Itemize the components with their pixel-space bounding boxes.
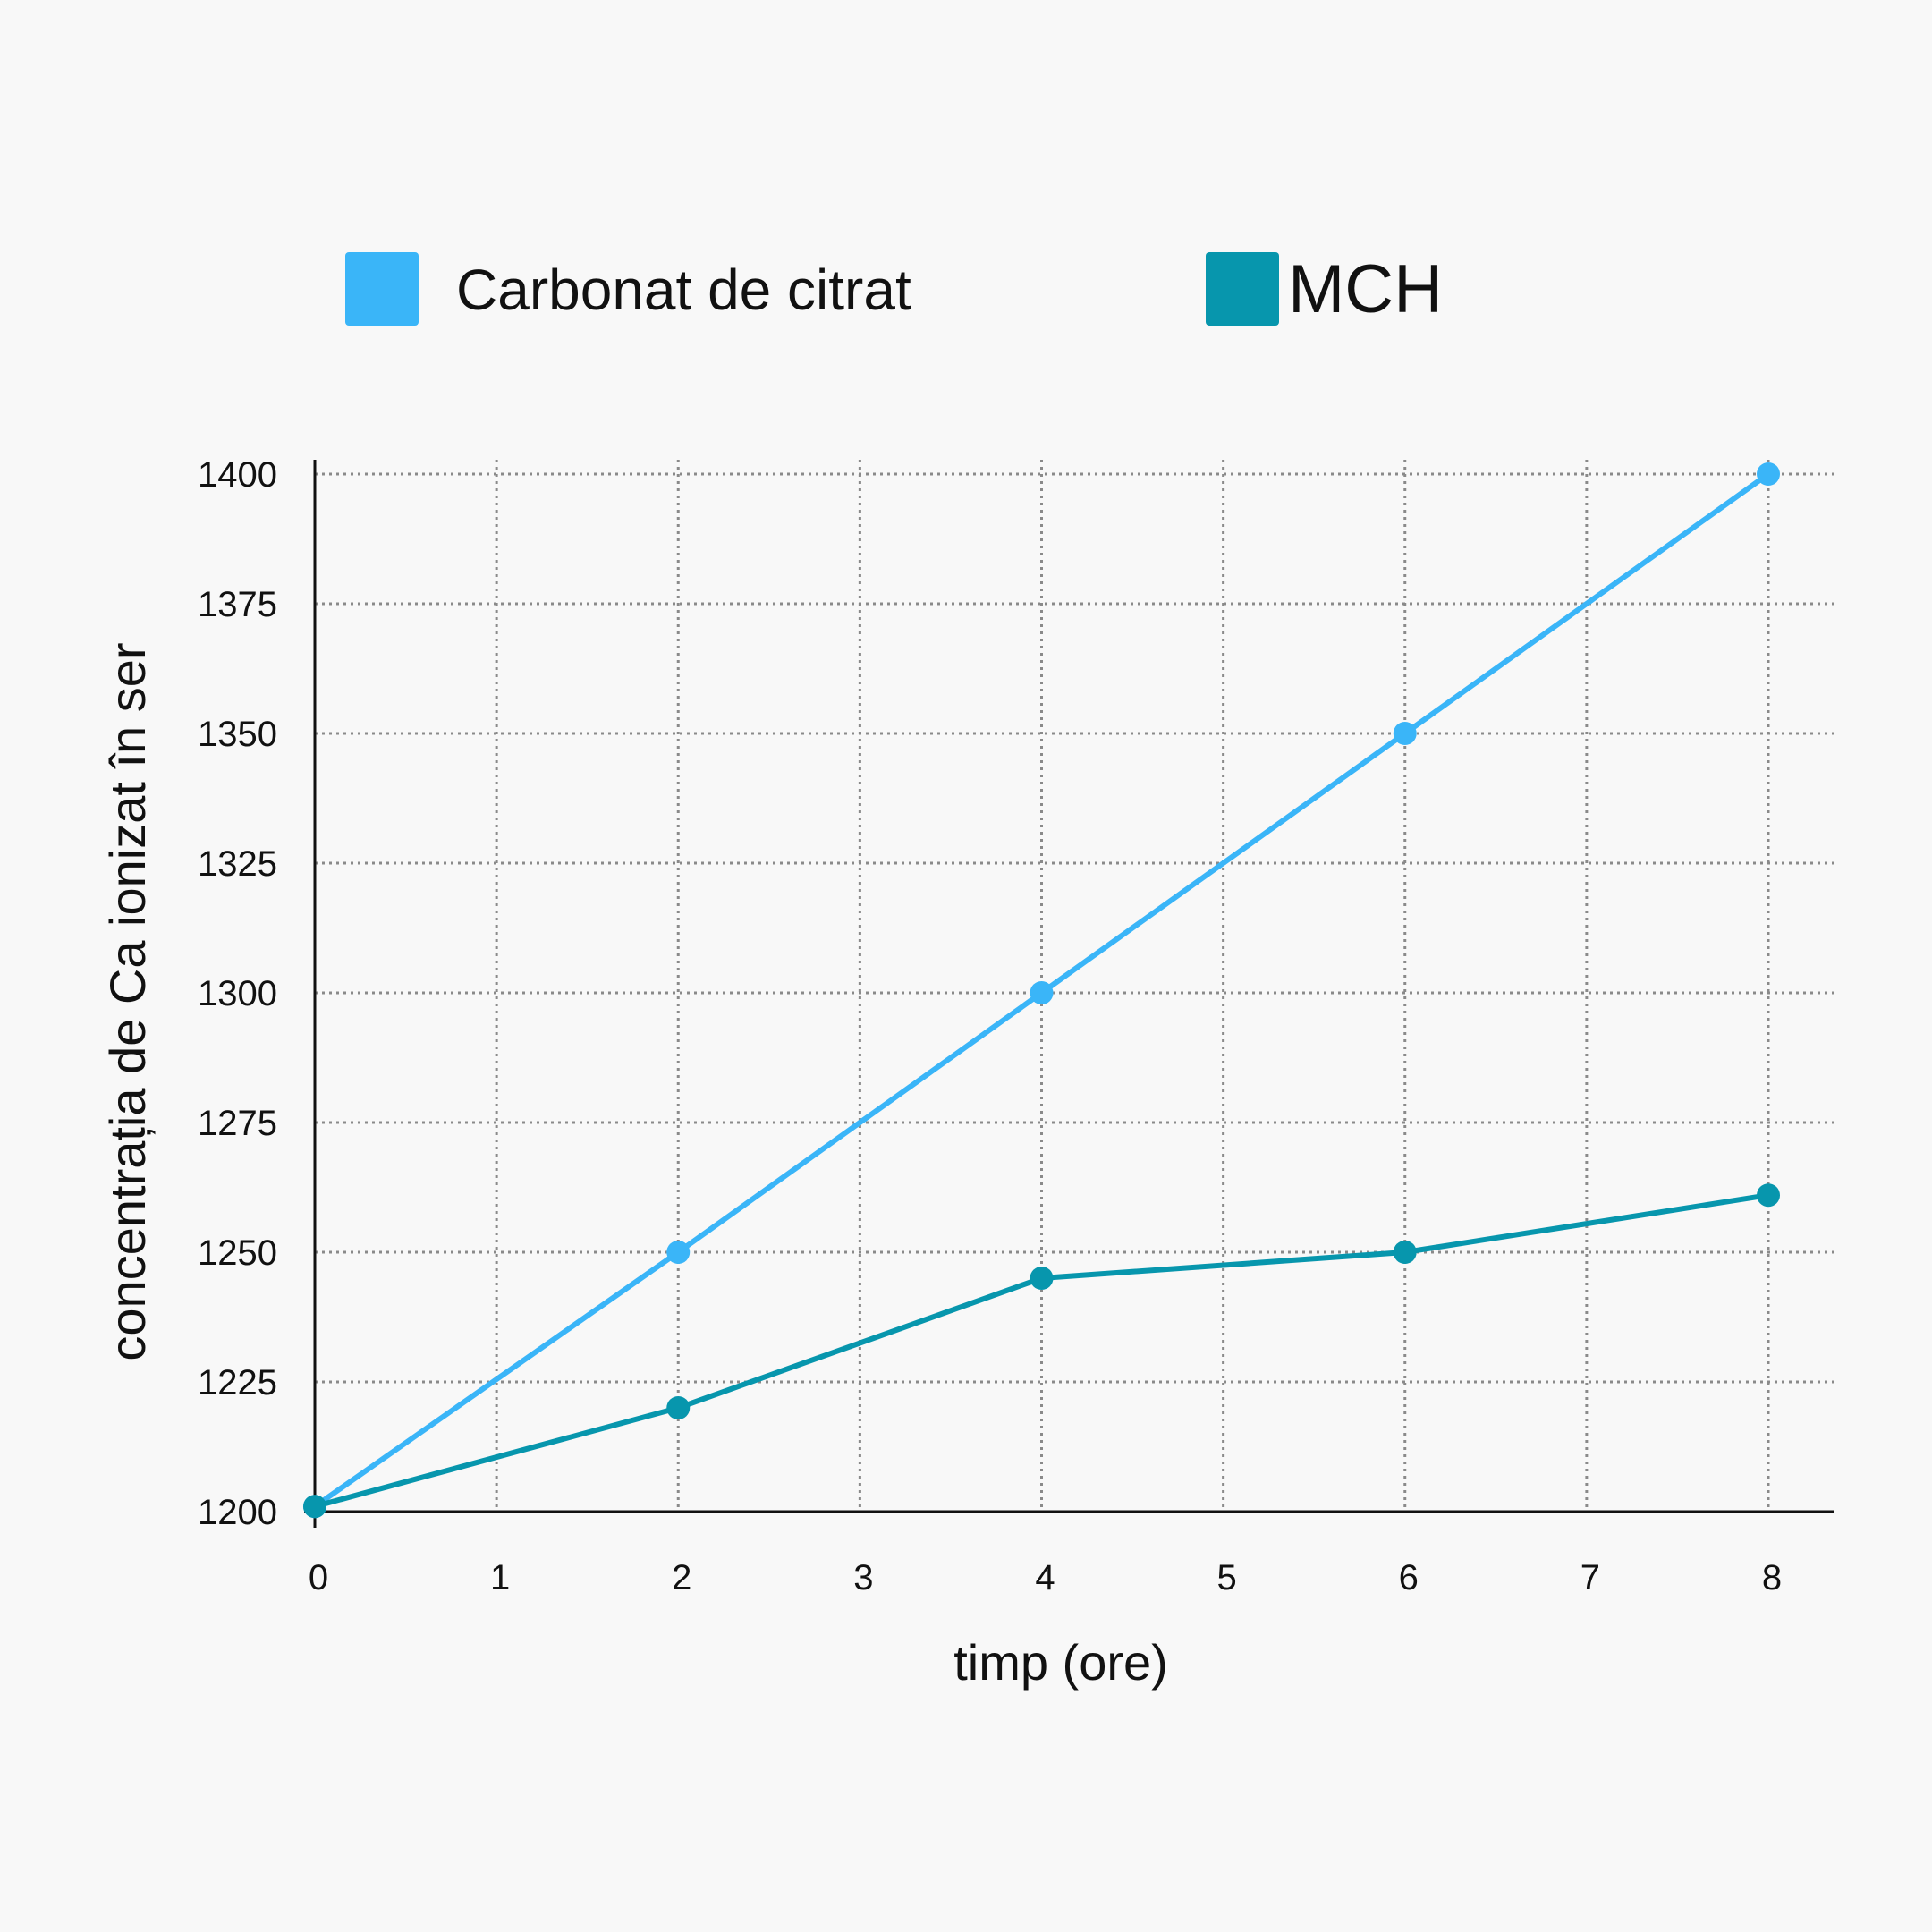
data-point <box>1030 1267 1054 1290</box>
y-axis-title: concentrația de Ca ionizat în ser <box>99 642 156 1360</box>
x-tick-label: 0 <box>309 1558 328 1597</box>
data-series <box>303 462 1780 1519</box>
y-tick-label: 1200 <box>198 1493 277 1532</box>
data-point <box>1393 1241 1417 1264</box>
y-tick-labels: 1200 1225 1250 1275 1300 1325 1350 1375 1400 <box>198 455 277 1532</box>
y-tick-label: 1225 <box>198 1363 277 1402</box>
x-tick-label: 3 <box>853 1558 873 1597</box>
x-tick-label: 2 <box>672 1558 691 1597</box>
legend-label: Carbonat de citrat <box>456 258 911 322</box>
x-tick-label: 5 <box>1217 1558 1237 1597</box>
y-tick-label: 1325 <box>198 844 277 884</box>
data-point <box>666 1396 691 1419</box>
data-point <box>666 1241 691 1264</box>
grid-lines <box>315 460 1834 1512</box>
legend-swatch <box>1206 252 1279 326</box>
y-tick-label: 1375 <box>198 585 277 624</box>
series-1 <box>303 462 1780 1519</box>
y-tick-label: 1250 <box>198 1233 277 1273</box>
x-tick-labels: 0 1 2 3 4 5 6 7 8 <box>309 1558 1782 1597</box>
x-tick-label: 1 <box>490 1558 510 1597</box>
x-tick-label: 6 <box>1399 1558 1419 1597</box>
data-point <box>1757 462 1780 486</box>
data-point <box>1393 722 1417 745</box>
x-tick-label: 8 <box>1762 1558 1782 1597</box>
y-tick-label: 1400 <box>198 455 277 495</box>
y-tick-label: 1300 <box>198 974 277 1013</box>
y-tick-label: 1275 <box>198 1104 277 1143</box>
chart-legend: Carbonat de citrat MCH <box>0 250 1932 331</box>
y-tick-label: 1350 <box>198 715 277 754</box>
x-tick-label: 4 <box>1035 1558 1055 1597</box>
legend-swatch <box>345 252 419 326</box>
data-point <box>1030 981 1054 1004</box>
legend-label: MCH <box>1288 251 1444 327</box>
axes <box>304 460 1834 1528</box>
data-point <box>1757 1183 1780 1208</box>
series-2 <box>303 1183 1780 1519</box>
x-axis-title: timp (ore) <box>953 1634 1168 1690</box>
data-point <box>303 1495 326 1519</box>
x-tick-label: 7 <box>1580 1558 1600 1597</box>
